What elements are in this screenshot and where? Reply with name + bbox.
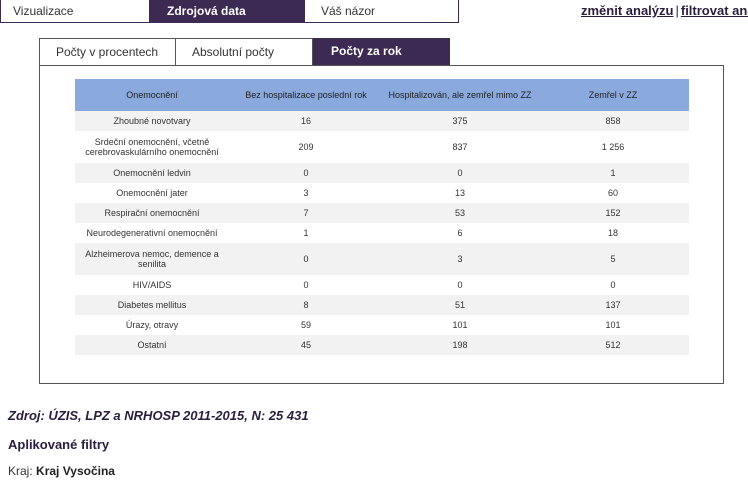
table-cell: 858 <box>537 111 689 131</box>
table-cell: 837 <box>452 142 468 152</box>
table-cell: 45 <box>229 335 383 355</box>
tab-percent-counts[interactable]: Počty v procentech <box>39 38 176 65</box>
table-cell: 137 <box>537 295 689 315</box>
table-cell: 0 <box>229 243 383 275</box>
table-cell: 152 <box>537 203 689 223</box>
table-cell: 375 <box>383 111 537 131</box>
applied-filter: Kraj: Kraj Vysočina <box>8 464 115 478</box>
table-cell: Respirační onemocnění <box>75 203 229 223</box>
table-cell: 5 <box>537 243 689 275</box>
table-cell: 1 <box>303 228 309 238</box>
analysis-actions: změnit analýzu|filtrovat analýzu <box>581 3 748 18</box>
tab-yearly-counts[interactable]: Počty za rok <box>313 38 450 65</box>
table-cell: 53 <box>383 203 537 223</box>
data-table: Onemocnění Bez hospitalizace poslední ro… <box>75 79 689 355</box>
table-cell: 101 <box>605 320 621 330</box>
table-cell: Onemocnění ledvin <box>75 163 229 183</box>
table-panel: Onemocnění Bez hospitalizace poslední ro… <box>39 65 724 384</box>
header-no-hospitalization: Bez hospitalizace poslední rok <box>229 79 383 111</box>
table-row: Onemocnění ledvin 0 0 1 <box>75 163 689 183</box>
table-cell: Neurodegenerativní onemocnění <box>86 228 218 238</box>
header-disease: Onemocnění <box>75 79 229 111</box>
table-cell: 3 <box>303 188 309 198</box>
table-cell: 512 <box>537 335 689 355</box>
table-cell: 0 <box>303 280 309 290</box>
table-cell: 209 <box>298 142 314 152</box>
applied-filters-heading: Aplikované filtry <box>8 437 110 452</box>
table-cell: Srdeční onemocnění, včetně cerebrovaskul… <box>85 137 219 157</box>
table-cell: 51 <box>383 295 537 315</box>
table-row: Úrazy, otravy 59 101 101 <box>75 315 689 335</box>
table-cell: 8 <box>229 295 383 315</box>
table-cell: 0 <box>229 163 383 183</box>
table-cell: 101 <box>452 320 468 330</box>
table-cell: 1 256 <box>601 142 625 152</box>
table-row: Neurodegenerativní onemocnění 1 6 18 <box>75 223 689 243</box>
filter-value: Kraj Vysočina <box>36 464 115 478</box>
table-header-row: Onemocnění Bez hospitalizace poslední ro… <box>75 79 689 111</box>
table-cell: HIV/AIDS <box>132 280 172 290</box>
table-cell: 198 <box>383 335 537 355</box>
header-died-in-facility: Zemřel v ZZ <box>537 79 689 111</box>
table-row: Alzheimerova nemoc, demence a senilita 0… <box>75 243 689 275</box>
table-row: Ostatní 45 198 512 <box>75 335 689 355</box>
table-cell: Onemocnění jater <box>116 188 188 198</box>
table-row: Diabetes mellitus 8 51 137 <box>75 295 689 315</box>
actions-separator: | <box>675 3 679 18</box>
header-died-outside: Hospitalizován, ale zemřel mimo ZZ <box>383 79 537 111</box>
table-cell: 7 <box>229 203 383 223</box>
table-cell: 1 <box>537 163 689 183</box>
table-cell: Diabetes mellitus <box>75 295 229 315</box>
table-cell: 3 <box>383 243 537 275</box>
table-cell: 6 <box>457 228 463 238</box>
table-cell: 0 <box>457 280 463 290</box>
data-source-note: Zdroj: ÚZIS, LPZ a NRHOSP 2011-2015, N: … <box>8 408 309 423</box>
table-cell: Zhoubné novotvary <box>75 111 229 131</box>
table-row: HIV/AIDS 0 0 0 <box>75 275 689 295</box>
change-analysis-link[interactable]: změnit analýzu <box>581 3 674 18</box>
table-cell: 60 <box>607 188 618 198</box>
table-row: Srdeční onemocnění, včetně cerebrovaskul… <box>75 131 689 163</box>
data-view-tabs: Počty v procentech Absolutní počty Počty… <box>39 38 450 65</box>
table-row: Respirační onemocnění 7 53 152 <box>75 203 689 223</box>
tab-source-data[interactable]: Zdrojová data <box>149 0 305 22</box>
table-cell: 16 <box>229 111 383 131</box>
table-cell: 0 <box>610 280 616 290</box>
table-cell: Úrazy, otravy <box>125 320 179 330</box>
top-navigation: Vizualizace Zdrojová data Váš názor <box>0 0 459 23</box>
tab-your-opinion[interactable]: Váš názor <box>321 4 376 18</box>
table-cell: 13 <box>454 188 465 198</box>
tab-visualization[interactable]: Vizualizace <box>13 4 74 18</box>
table-row: Zhoubné novotvary 16 375 858 <box>75 111 689 131</box>
table-cell: Alzheimerova nemoc, demence a senilita <box>75 243 229 275</box>
table-row: Onemocnění jater 3 13 60 <box>75 183 689 203</box>
table-cell: 18 <box>607 228 618 238</box>
table-cell: 59 <box>300 320 311 330</box>
filter-analysis-link[interactable]: filtrovat analýzu <box>680 3 748 18</box>
filter-label: Kraj: <box>8 464 33 478</box>
table-cell: Ostatní <box>75 335 229 355</box>
table-cell: 0 <box>383 163 537 183</box>
tab-absolute-counts[interactable]: Absolutní počty <box>176 38 313 65</box>
